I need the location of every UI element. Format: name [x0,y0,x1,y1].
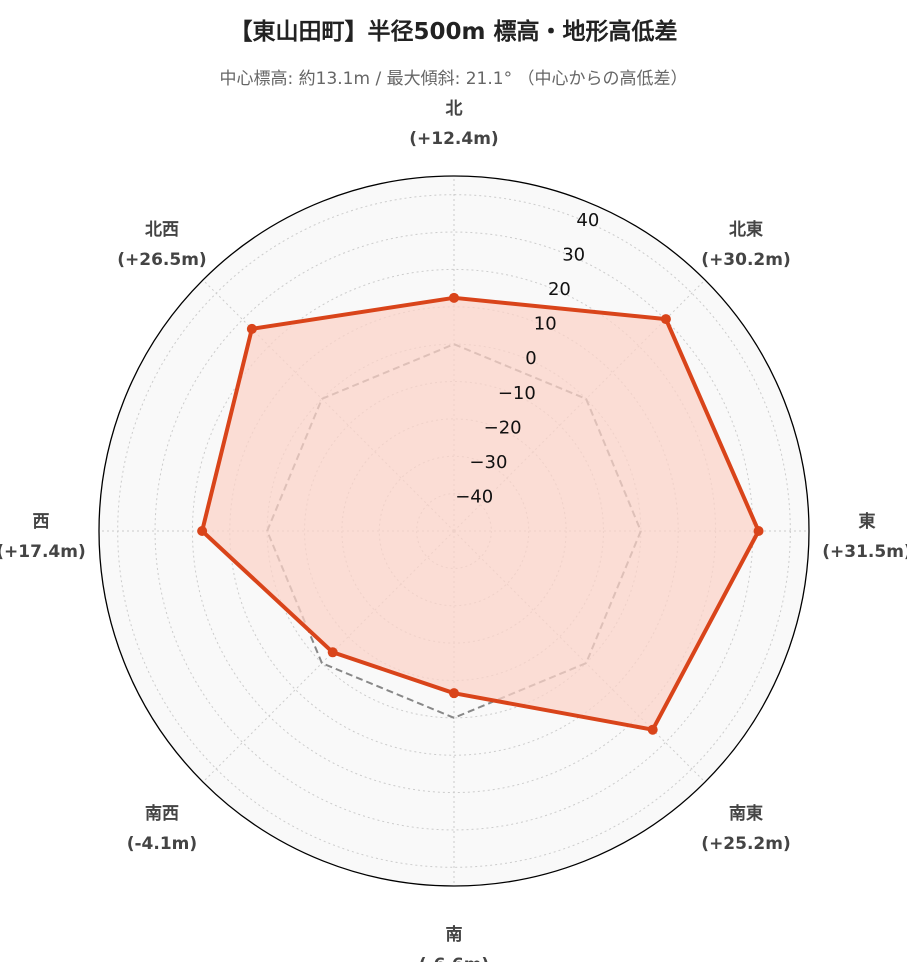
plot-boundary [98,175,810,887]
data-point-1 [660,314,671,325]
direction-label-1: 北東 [729,219,763,240]
data-point-7 [246,323,257,334]
direction-label-5: 南西 [145,803,179,824]
r-tick-label-5: −10 [498,383,536,404]
data-point-3 [647,724,658,735]
grid-spoke-5 [202,530,455,783]
direction-value-7: (+26.5m) [117,250,206,270]
direction-label-3: 南東 [729,803,763,824]
chart-subtitle: 中心標高: 約13.1m / 最大傾斜: 21.1° （中心からの高低差） [219,69,688,89]
data-point-2 [753,526,764,536]
direction-value-2: (+31.5m) [822,542,907,562]
r-tick-label-2: 20 [548,279,571,300]
direction-value-5: (-4.1m) [127,834,197,854]
data-point-0 [449,292,459,303]
direction-label-6: 西 [33,512,50,532]
r-tick-label-4: 0 [525,348,536,369]
r-tick-label-1: 30 [562,245,585,266]
data-point-4 [449,688,459,699]
grid-spoke-3 [453,530,706,783]
r-tick-label-7: −30 [469,452,507,473]
data-point-5 [327,647,338,658]
direction-value-4: (-6.6m) [419,955,489,962]
direction-label-4: 南 [446,924,463,945]
direction-value-0: (+12.4m) [409,129,498,149]
r-tick-label-8: −40 [455,486,493,507]
r-tick-label-0: 40 [576,210,599,231]
direction-value-3: (+25.2m) [701,834,790,854]
direction-label-7: 北西 [145,220,179,240]
r-tick-label-6: −20 [484,417,522,438]
series-area [202,297,759,730]
chart-title: 【東山田町】半径500m 標高・地形高低差 [229,19,678,45]
direction-label-2: 東 [859,511,876,532]
r-tick-label-3: 10 [534,314,557,335]
data-point-6 [197,526,208,536]
grid-spoke-7 [202,279,455,532]
direction-value-1: (+30.2m) [701,250,790,270]
direction-label-0: 北 [446,99,463,119]
direction-value-6: (+17.4m) [0,542,86,562]
